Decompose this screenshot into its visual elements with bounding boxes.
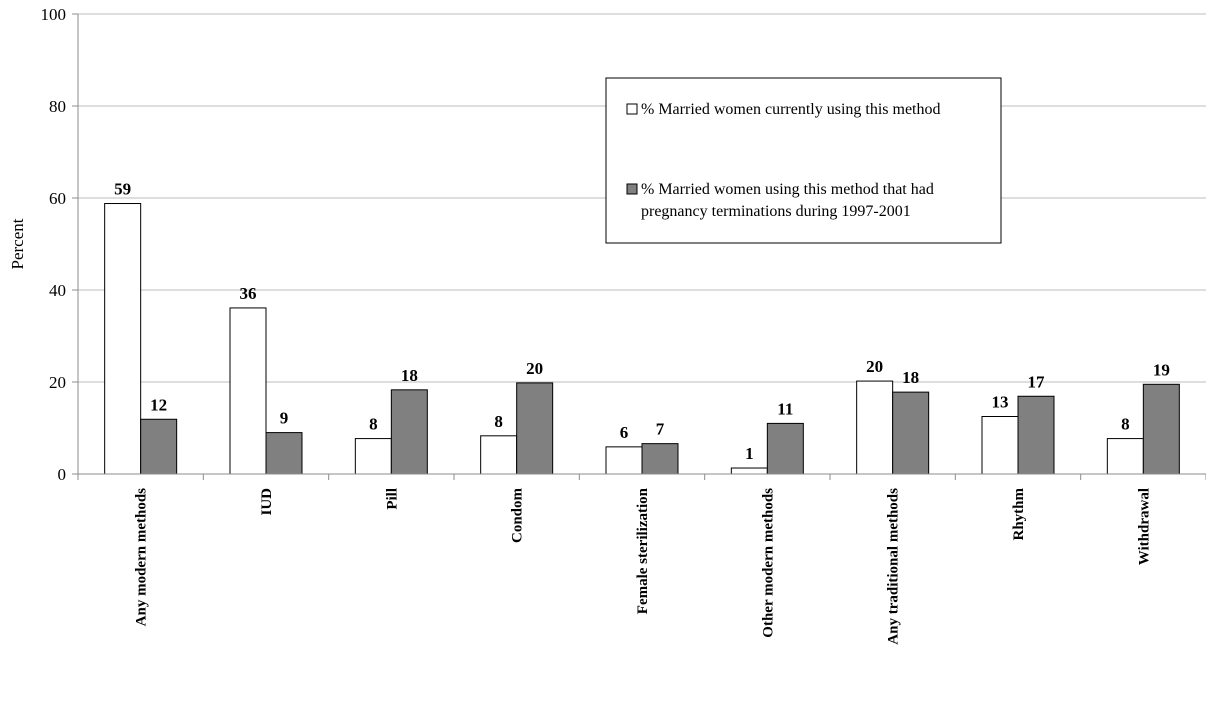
axes — [77, 14, 1206, 475]
data-label: 1 — [745, 444, 754, 463]
category-label: Female sterilization — [635, 487, 651, 614]
y-tick-label: 60 — [49, 189, 66, 208]
data-label: 19 — [1153, 360, 1170, 379]
data-label: 18 — [401, 366, 418, 385]
category-label: Withdrawal — [1136, 488, 1152, 565]
bar-series-2 — [390, 389, 428, 475]
data-label: 7 — [656, 420, 665, 439]
category-label: Pill — [384, 488, 400, 510]
bar-series-2 — [516, 382, 554, 475]
bar-series-2 — [766, 422, 804, 475]
bars — [104, 203, 1180, 475]
data-label: 18 — [902, 368, 919, 387]
category-label: Other modern methods — [760, 488, 776, 638]
data-label: 12 — [150, 395, 167, 414]
legend-swatch — [626, 103, 638, 115]
bar-series-2 — [265, 432, 303, 475]
data-label: 13 — [992, 393, 1009, 412]
data-label: 20 — [526, 359, 543, 378]
data-label: 59 — [114, 180, 131, 199]
y-tick-label: 100 — [41, 5, 67, 24]
y-tick-label: 80 — [49, 97, 66, 116]
legend-label: pregnancy terminations during 1997-2001 — [641, 203, 911, 220]
category-label: IUD — [259, 488, 275, 516]
category-label: Condom — [510, 487, 526, 543]
bar-series-1 — [1106, 438, 1144, 475]
bar-series-2 — [1017, 395, 1055, 475]
bar-series-2 — [140, 418, 178, 475]
bar-series-1 — [856, 380, 894, 475]
data-label: 8 — [1121, 415, 1130, 434]
data-label: 6 — [620, 423, 629, 442]
bar-series-1 — [605, 446, 643, 475]
data-label: 8 — [494, 412, 503, 431]
category-label: Any traditional methods — [886, 488, 902, 645]
category-label: Any modern methods — [134, 488, 150, 627]
category-label: Rhythm — [1011, 488, 1027, 541]
data-label: 17 — [1028, 372, 1046, 391]
data-label: 20 — [866, 357, 883, 376]
bar-series-1 — [229, 307, 267, 475]
category-labels: Any modern methods IUD Pill Condom Female st… — [134, 487, 1153, 644]
bar-series-1 — [480, 435, 518, 475]
y-tick-label: 20 — [49, 373, 66, 392]
legend-box — [605, 77, 1002, 244]
legend-entries: % Married women currently using this met… — [626, 101, 941, 220]
y-tick-labels: 0 20 40 60 80 100 — [41, 5, 67, 484]
legend-label: % Married women currently using this met… — [641, 101, 941, 118]
x-tick-marks — [77, 474, 1206, 480]
y-tick-label: 0 — [58, 465, 67, 484]
y-axis-title: Percent — [8, 218, 27, 269]
legend-label: % Married women using this method that h… — [641, 181, 934, 198]
bar-series-1 — [730, 467, 768, 475]
bar-series-1 — [354, 438, 392, 475]
data-label: 36 — [240, 284, 257, 303]
data-label: 9 — [280, 409, 289, 428]
bar-series-1 — [104, 203, 142, 475]
data-label: 8 — [369, 415, 378, 434]
y-tick-label: 40 — [49, 281, 66, 300]
bar-series-2 — [1142, 383, 1180, 475]
bar-series-2 — [641, 443, 679, 475]
legend: % Married women currently using this met… — [605, 77, 1002, 244]
data-label: 11 — [777, 399, 793, 418]
bar-series-2 — [892, 391, 930, 475]
legend-swatch — [626, 183, 638, 195]
bar-series-1 — [981, 416, 1019, 475]
